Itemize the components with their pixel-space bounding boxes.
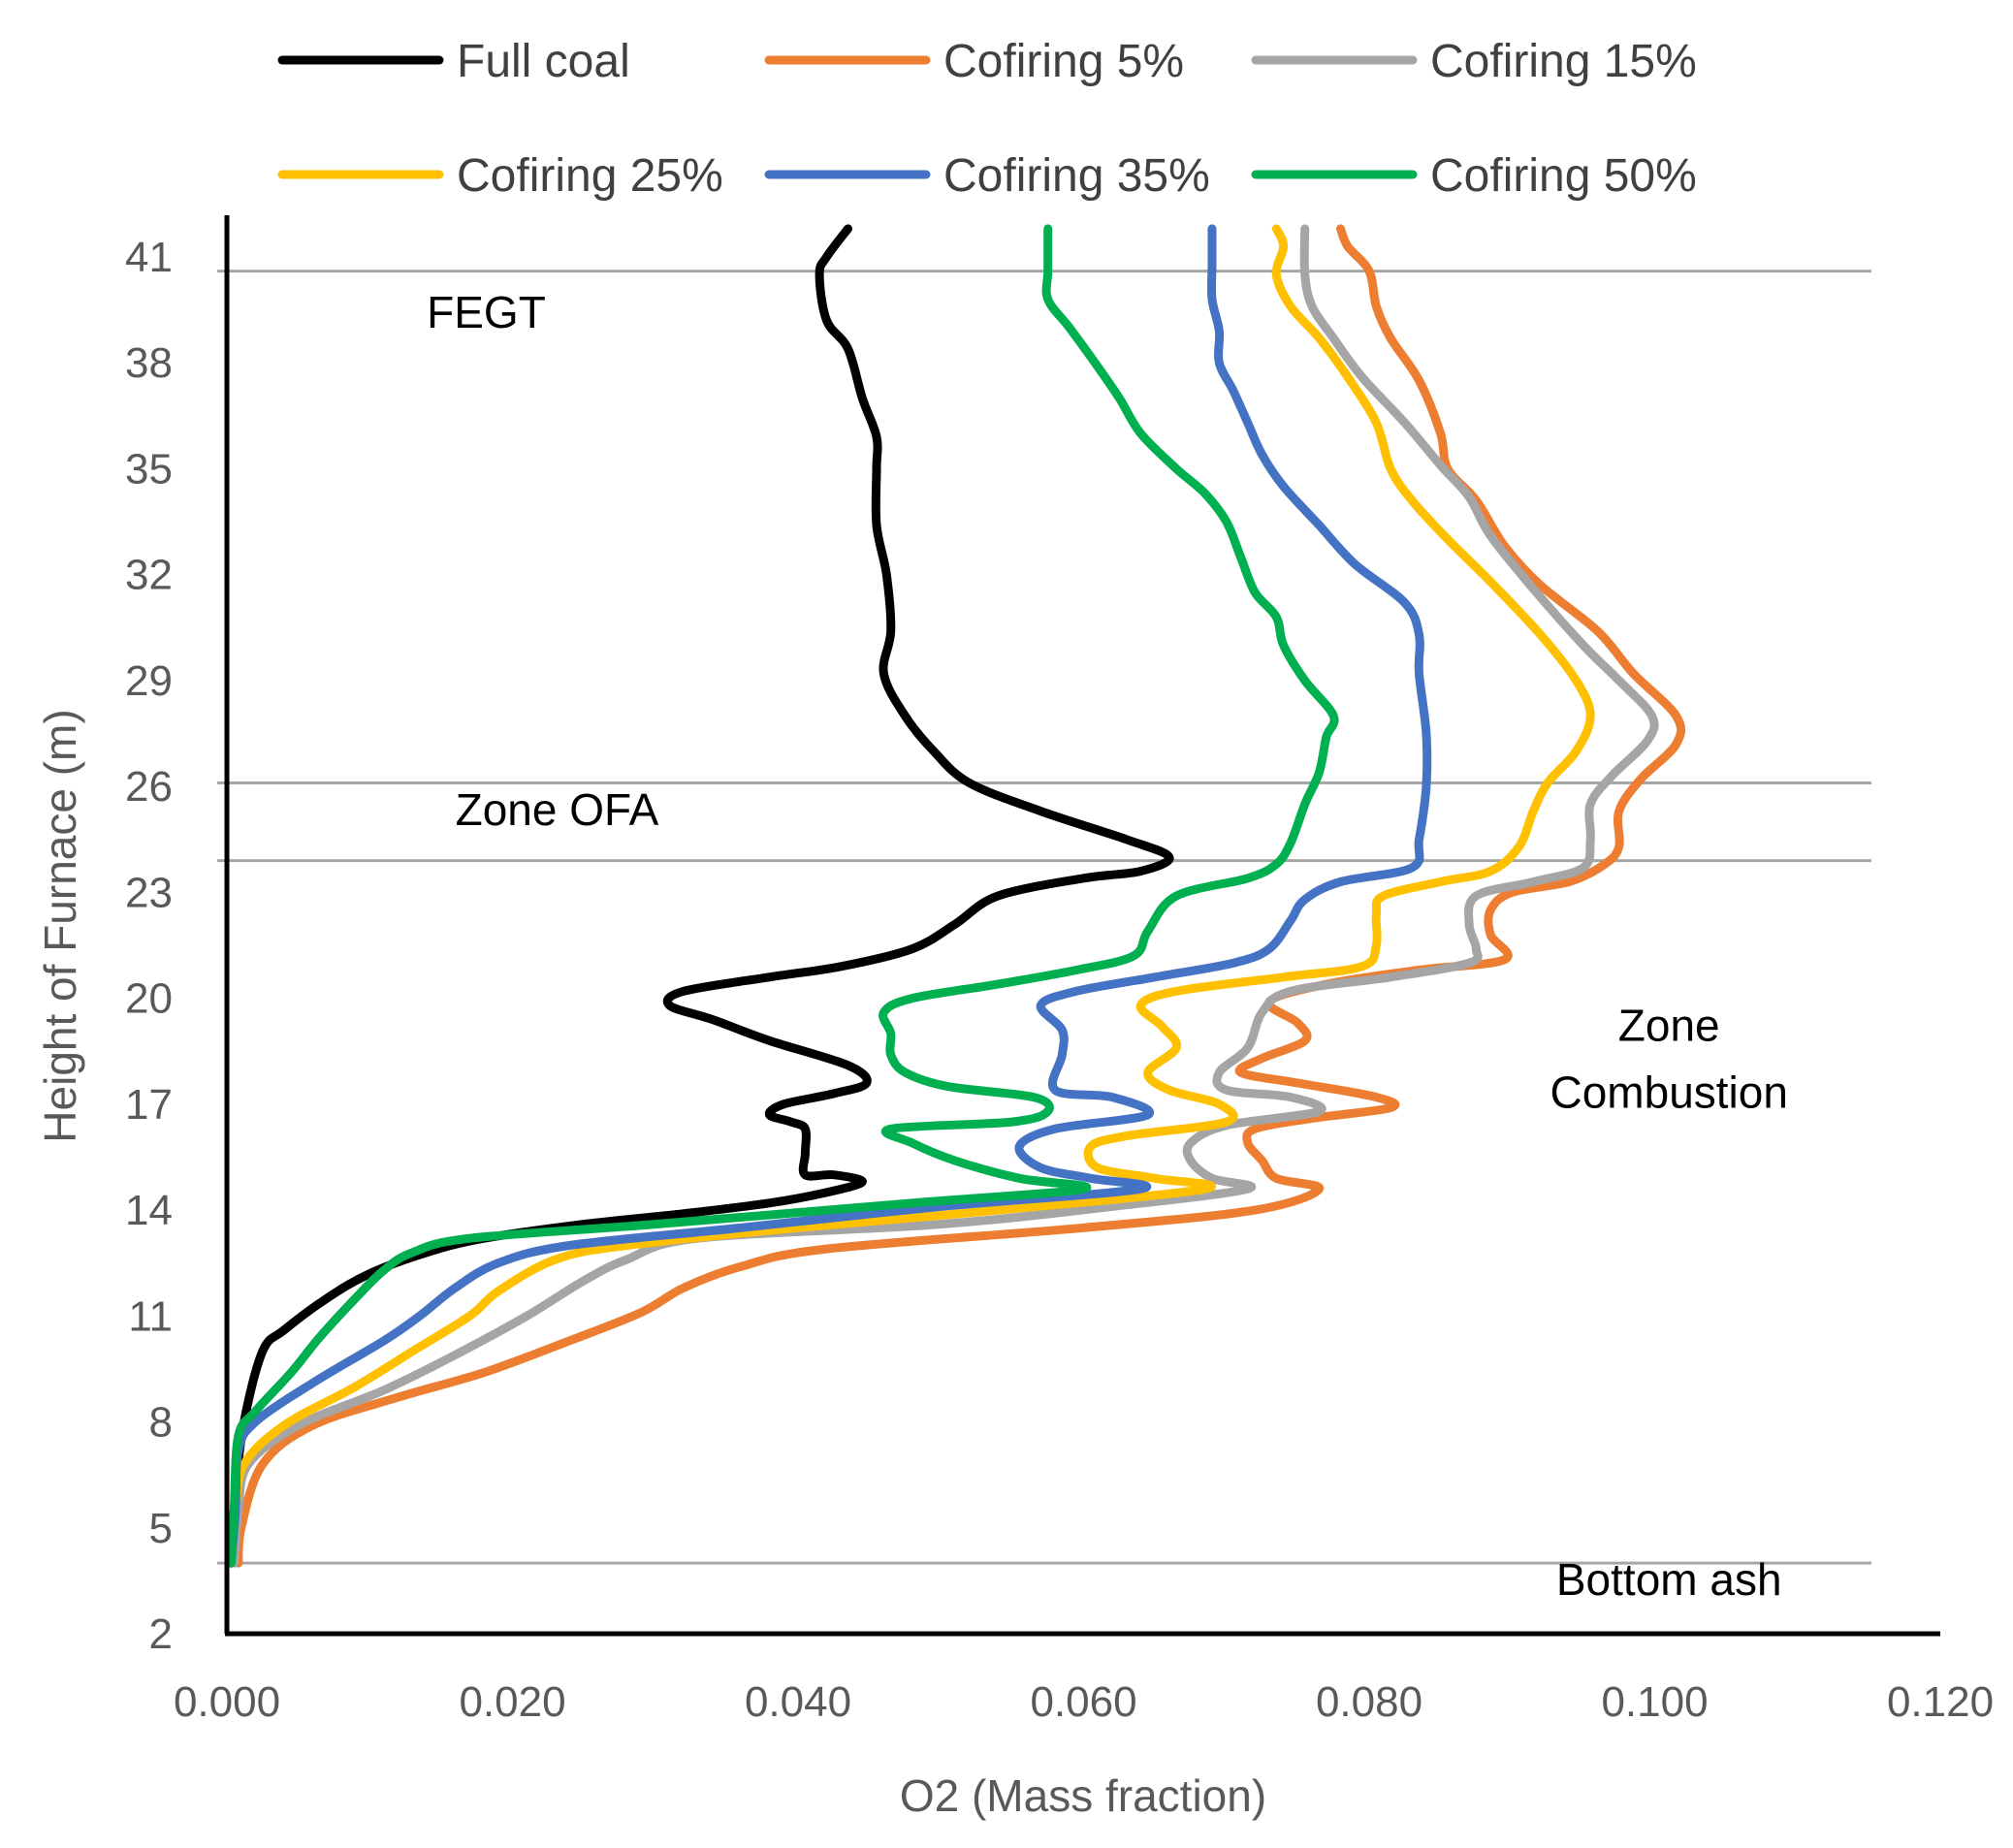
legend-item-cofiring-25: Cofiring 25% xyxy=(277,150,723,202)
legend-label: Cofiring 15% xyxy=(1430,36,1697,87)
x-axis-title: O2 (Mass fraction) xyxy=(900,1770,1266,1821)
legend-label: Cofiring 50% xyxy=(1430,150,1697,202)
x-tick-label: 0.040 xyxy=(745,1678,851,1726)
y-tick-label: 41 xyxy=(125,234,173,281)
x-tick-label: 0.120 xyxy=(1887,1678,1994,1726)
x-tick-labels: 0.000 0.020 0.040 0.060 0.080 0.100 0.120 xyxy=(174,1678,1994,1726)
y-tick-label: 8 xyxy=(149,1399,173,1447)
zone-combustion-label-1: Zone xyxy=(1618,1000,1720,1050)
zone-combustion-label-2: Combustion xyxy=(1550,1067,1787,1117)
y-tick-label: 38 xyxy=(125,339,173,387)
y-tick-label: 26 xyxy=(125,763,173,811)
legend-label: Cofiring 35% xyxy=(943,150,1210,202)
y-tick-label: 2 xyxy=(149,1610,173,1658)
y-tick-labels: 2 5 8 11 14 17 20 23 26 29 32 35 38 41 xyxy=(125,234,173,1658)
legend-item-cofiring-50: Cofiring 50% xyxy=(1251,150,1697,202)
x-tick-label: 0.060 xyxy=(1030,1678,1136,1726)
x-tick-label: 0.080 xyxy=(1316,1678,1422,1726)
series-line-cofiring-35 xyxy=(226,224,1432,1568)
y-tick-label: 32 xyxy=(125,552,173,599)
x-tick-label: 0.000 xyxy=(174,1678,280,1726)
y-tick-label: 11 xyxy=(128,1292,173,1340)
legend-label: Full coal xyxy=(457,36,630,87)
series-line-cofiring-5 xyxy=(234,224,1686,1568)
axes xyxy=(224,215,1940,1637)
series-line-cofiring-25 xyxy=(226,224,1595,1568)
y-tick-label: 23 xyxy=(125,869,173,916)
y-tick-label: 20 xyxy=(125,975,173,1023)
legend-item-cofiring-5: Cofiring 5% xyxy=(764,36,1184,87)
annotations: FEGT Zone OFA Zone Combustion Bottom ash xyxy=(427,287,1788,1605)
series-layer xyxy=(226,224,1686,1568)
legend: Full coal Cofiring 5% Cofiring 15% Cofiring… xyxy=(277,36,1697,202)
y-tick-label: 29 xyxy=(125,657,173,705)
legend-item-cofiring-35: Cofiring 35% xyxy=(764,150,1210,202)
y-tick-label: 35 xyxy=(125,445,173,493)
legend-label: Cofiring 5% xyxy=(943,36,1184,87)
x-tick-label: 0.100 xyxy=(1601,1678,1708,1726)
bottom-ash-label: Bottom ash xyxy=(1556,1554,1782,1605)
y-axis-title: Height of Furnace (m) xyxy=(35,709,85,1142)
legend-label: Cofiring 25% xyxy=(457,150,723,202)
y-tick-label: 5 xyxy=(149,1505,173,1552)
fegt-label: FEGT xyxy=(427,287,546,337)
legend-item-cofiring-15: Cofiring 15% xyxy=(1251,36,1697,87)
y-tick-label: 17 xyxy=(125,1081,173,1129)
y-tick-label: 14 xyxy=(125,1187,173,1234)
x-tick-label: 0.020 xyxy=(459,1678,565,1726)
series-line-cofiring-50 xyxy=(226,224,1339,1568)
series-line-full-coal xyxy=(226,224,1174,1568)
reference-lines xyxy=(217,270,1871,1565)
zone-ofa-label: Zone OFA xyxy=(456,784,659,835)
legend-item-full-coal: Full coal xyxy=(277,36,630,87)
series-line-cofiring-15 xyxy=(229,224,1659,1568)
